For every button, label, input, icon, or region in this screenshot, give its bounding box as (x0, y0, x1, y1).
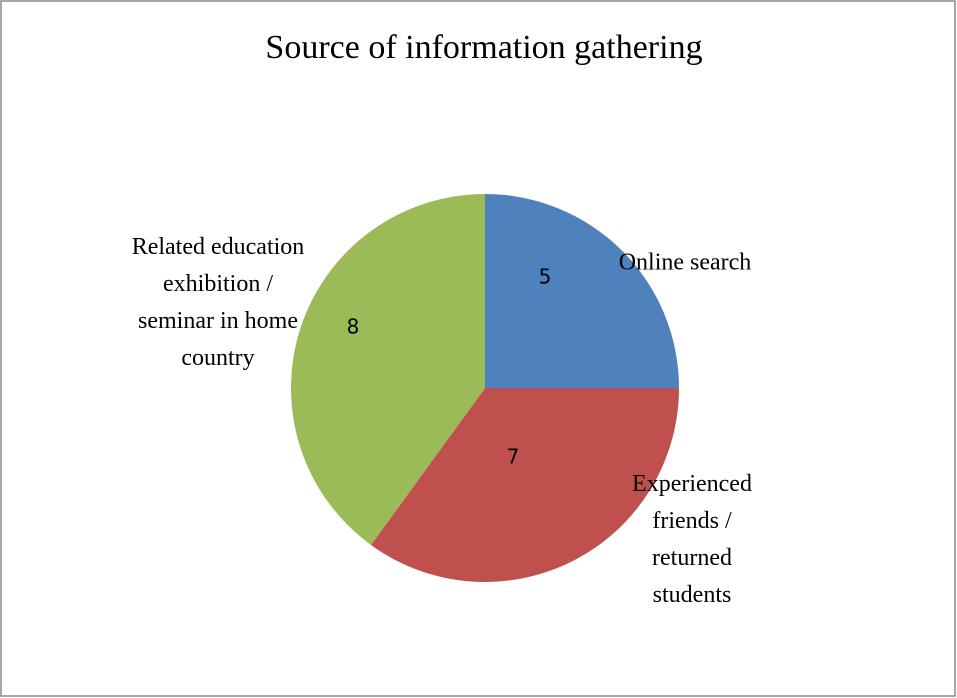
pie-slice (291, 194, 485, 545)
category-label: Online search (618, 249, 752, 276)
value-label: 7 (507, 445, 520, 469)
value-label: 5 (539, 265, 552, 289)
pie-slice (370, 388, 679, 582)
chart-title: Source of information gathering (265, 29, 702, 66)
pie-slice (485, 194, 679, 388)
category-label: Related education exhibition / seminar i… (131, 234, 305, 371)
value-label: 8 (347, 315, 360, 339)
category-label: Experienced friends / returned students (632, 471, 752, 608)
